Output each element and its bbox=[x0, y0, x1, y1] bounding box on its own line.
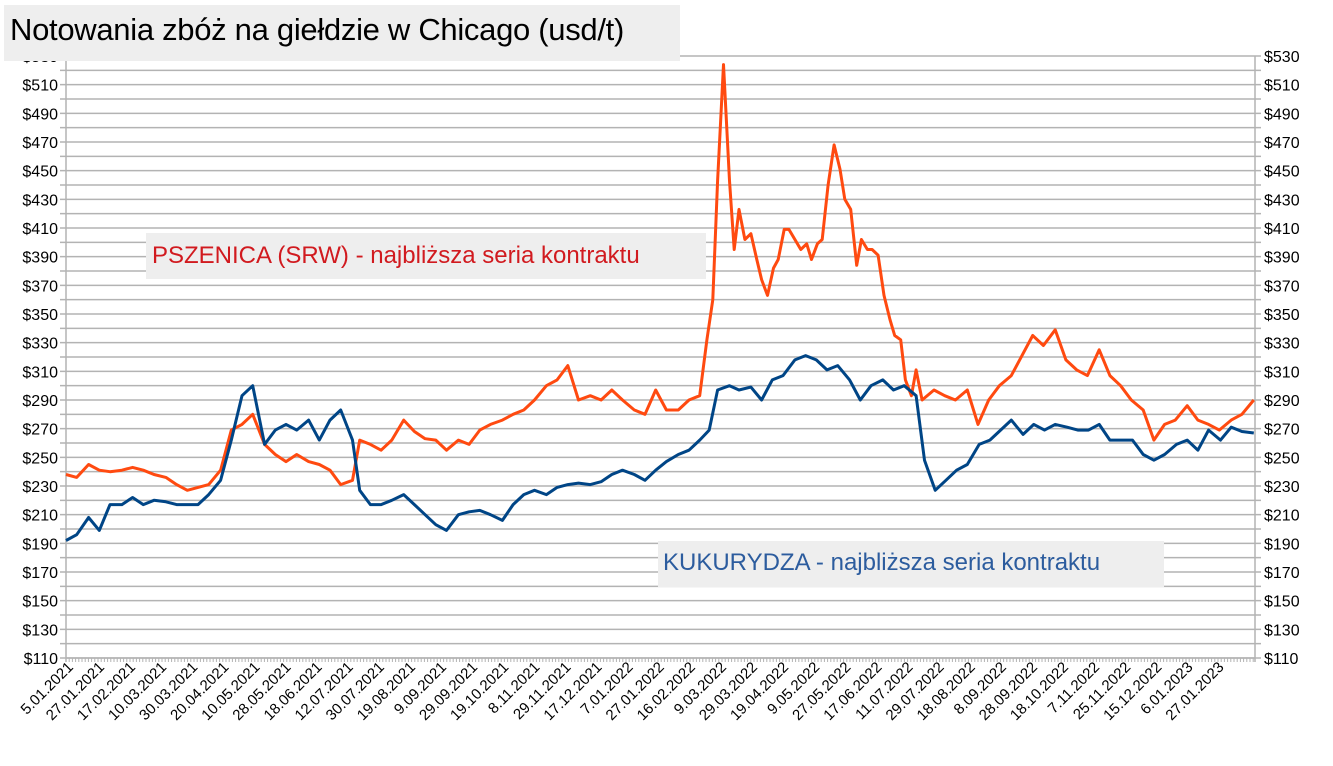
y-tick-label-right: $290 bbox=[1264, 393, 1300, 410]
title-background bbox=[4, 5, 680, 61]
chart-title: Notowania zbóż na giełdzie w Chicago (us… bbox=[10, 12, 625, 47]
wheat-series-label: PSZENICA (SRW) - najbliższa seria kontra… bbox=[152, 242, 640, 269]
y-tick-label-right: $330 bbox=[1264, 336, 1300, 353]
y-tick-label-right: $130 bbox=[1264, 622, 1300, 639]
y-tick-label-left: $270 bbox=[22, 422, 58, 439]
wheat-label-background bbox=[146, 233, 706, 279]
y-tick-label-left: $370 bbox=[22, 278, 58, 295]
corn-line bbox=[65, 354, 1254, 542]
y-tick-label-left: $510 bbox=[22, 78, 58, 95]
y-tick-label-right: $390 bbox=[1264, 250, 1300, 267]
y-tick-label-left: $390 bbox=[22, 250, 58, 267]
y-tick-label-left: $130 bbox=[22, 622, 58, 639]
y-tick-label-left: $430 bbox=[22, 192, 58, 209]
y-tick-label-right: $150 bbox=[1264, 594, 1300, 611]
x-axis: 5.01.202127.01.202117.02.202110.03.20213… bbox=[18, 659, 1228, 724]
y-tick-label-right: $270 bbox=[1264, 422, 1300, 439]
corn-label-background bbox=[658, 541, 1164, 587]
y-tick-label-right: $490 bbox=[1264, 106, 1300, 123]
y-tick-label-right: $230 bbox=[1264, 479, 1300, 496]
y-tick-label-left: $310 bbox=[22, 364, 58, 381]
y-tick-label-left: $150 bbox=[22, 594, 58, 611]
y-tick-label-right: $110 bbox=[1264, 651, 1299, 668]
y-tick-label-right: $530 bbox=[1264, 49, 1300, 66]
y-tick-label-left: $350 bbox=[22, 307, 58, 324]
y-axis-left: $110 $130 $150 $170 $190 $210 $230 $250 $270 $290… bbox=[22, 49, 58, 668]
y-tick-label-right: $310 bbox=[1264, 364, 1300, 381]
y-tick-label-right: $510 bbox=[1264, 78, 1300, 95]
y-tick-label-right: $210 bbox=[1264, 508, 1300, 525]
y-tick-label-right: $190 bbox=[1264, 536, 1300, 553]
y-tick-label-left: $330 bbox=[22, 336, 58, 353]
axis-lines bbox=[65, 56, 1256, 662]
y-tick-label-left: $190 bbox=[22, 536, 58, 553]
y-tick-label-right: $250 bbox=[1264, 450, 1300, 467]
data-series bbox=[65, 63, 1255, 542]
y-tick-label-right: $450 bbox=[1264, 164, 1300, 181]
y-tick-label-right: $350 bbox=[1264, 307, 1300, 324]
y-tick-label-left: $210 bbox=[22, 508, 58, 525]
y-tick-label-left: $110 bbox=[24, 651, 59, 668]
y-tick-label-left: $490 bbox=[22, 106, 58, 123]
y-tick-label-left: $410 bbox=[22, 221, 58, 238]
y-tick-label-right: $410 bbox=[1264, 221, 1300, 238]
y-tick-label-left: $290 bbox=[22, 393, 58, 410]
y-tick-label-left: $170 bbox=[22, 565, 58, 582]
wheat-line bbox=[65, 63, 1255, 492]
y-tick-label-left: $250 bbox=[22, 450, 58, 467]
y-axis-right: $110 $130 $150 $170 $190 $210 $230 $250 $270 $290… bbox=[1264, 49, 1300, 668]
y-tick-label-left: $470 bbox=[22, 135, 58, 152]
y-tick-label-left: $450 bbox=[22, 164, 58, 181]
y-tick-label-right: $470 bbox=[1264, 135, 1300, 152]
y-tick-label-right: $430 bbox=[1264, 192, 1300, 209]
y-tick-label-right: $370 bbox=[1264, 278, 1300, 295]
y-tick-label-right: $170 bbox=[1264, 565, 1300, 582]
corn-series-label: KUKURYDZA - najbliższa seria kontraktu bbox=[663, 549, 1101, 576]
y-tick-label-left: $230 bbox=[22, 479, 58, 496]
